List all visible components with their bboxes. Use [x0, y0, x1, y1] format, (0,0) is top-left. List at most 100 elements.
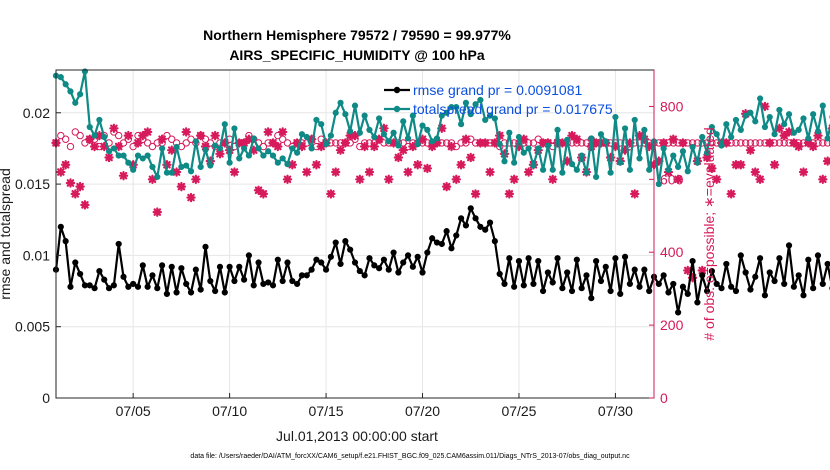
series-1-point-78: [429, 138, 436, 145]
possible-point-4: [71, 128, 79, 136]
series-0-point-129: [675, 309, 682, 316]
series-0-point-103: [549, 279, 556, 286]
possible-point-19: [143, 139, 152, 147]
series-1-point-57: [327, 132, 334, 139]
evaluated-point-148: [765, 138, 775, 148]
evaluated-point-27: [181, 127, 191, 137]
x-tick-label-4: 07/25: [501, 403, 536, 419]
series-1-point-150: [776, 106, 783, 114]
series-1-point-2: [62, 81, 69, 88]
series-0-point-92: [496, 270, 503, 278]
series-1-point-53: [308, 145, 315, 152]
series-1-point-84: [457, 121, 465, 128]
series-0-point-77: [424, 249, 431, 256]
evaluated-point-154: [793, 141, 804, 152]
series-1-point-90: [486, 112, 494, 119]
series-0-point-58: [332, 239, 339, 246]
series-0-point-158: [814, 252, 822, 259]
series-1-point-71: [395, 142, 402, 149]
series-0-point-145: [752, 273, 759, 280]
evaluated-point-81: [441, 181, 452, 192]
series-1-point-10: [101, 133, 108, 141]
series-1-point-61: [347, 128, 354, 135]
evaluated-point-6: [80, 200, 90, 210]
series-1-point-29: [192, 138, 199, 145]
legend-swatch-marker-0: [393, 86, 401, 94]
series-0-point-114: [602, 263, 609, 270]
evaluated-point-29: [191, 174, 201, 185]
evaluated-point-12: [109, 123, 119, 134]
evaluated-point-30: [195, 130, 206, 141]
series-1-point-54: [313, 116, 320, 124]
series-0-point-47: [279, 277, 286, 285]
series-0-point-70: [390, 249, 397, 256]
series-1-point-22: [158, 145, 166, 152]
series-0-point-93: [501, 280, 508, 288]
possible-point-143: [741, 139, 750, 147]
series-1-point-102: [544, 142, 552, 149]
series-0-point-32: [207, 277, 214, 285]
series-0-point-3: [67, 283, 74, 290]
evaluated-point-157: [808, 141, 818, 152]
series-1-point-104: [554, 126, 561, 133]
evaluated-point-62: [350, 130, 360, 141]
series-0-point-135: [703, 287, 711, 295]
series-1-point-158: [814, 128, 822, 135]
legend-swatch-marker-1: [393, 105, 401, 113]
series-1-point-38: [236, 155, 243, 162]
possible-point-27: [182, 139, 190, 147]
evaluated-point-52: [302, 167, 312, 177]
evaluated-point-73: [403, 167, 413, 177]
evaluated-point-19: [142, 127, 153, 137]
series-0-point-60: [342, 238, 349, 245]
series-0-point-41: [250, 282, 257, 289]
evaluated-point-145: [750, 167, 760, 177]
evaluated-point-89: [480, 138, 490, 148]
series-0-point-55: [318, 259, 325, 266]
series-0-point-149: [771, 277, 778, 285]
series-1-point-44: [265, 148, 272, 155]
series-0-point-53: [308, 266, 315, 273]
series-0-point-19: [144, 283, 151, 290]
series-0-point-54: [313, 256, 320, 263]
series-0-point-67: [376, 265, 383, 272]
series-1-point-32: [207, 162, 214, 169]
possible-point-20: [148, 142, 157, 151]
series-0-point-66: [371, 262, 378, 269]
evaluated-point-59: [335, 145, 346, 155]
possible-point-100: [534, 135, 542, 143]
series-0-point-119: [626, 280, 633, 288]
series-1-point-151: [781, 121, 788, 128]
series-0-point-150: [776, 255, 783, 262]
series-0-point-139: [723, 260, 730, 268]
series-0-point-90: [486, 219, 494, 226]
chart-title: Northern Hemisphere 79572 / 79590 = 99.9…: [203, 27, 511, 43]
evaluated-point-48: [282, 174, 293, 185]
plot-area: [56, 70, 654, 398]
series-1-point-154: [795, 126, 802, 133]
right-y-tick-label-1: 200: [660, 317, 684, 333]
series-1-point-35: [221, 121, 228, 128]
series-1-point-118: [621, 125, 629, 132]
series-0-point-63: [356, 267, 363, 275]
series-1-point-1: [57, 74, 64, 81]
series-0-point-156: [805, 256, 812, 263]
evaluated-point-128: [668, 134, 678, 144]
series-1-point-145: [752, 118, 759, 125]
series-0-point-8: [91, 285, 98, 292]
series-1-point-160: [824, 135, 830, 142]
series-1-point-18: [139, 155, 146, 162]
evaluated-point-26: [176, 181, 187, 192]
series-1-point-56: [322, 141, 330, 148]
evaluated-point-126: [658, 138, 669, 148]
evaluated-point-146: [755, 174, 765, 185]
series-0-point-27: [183, 280, 190, 288]
series-0-point-128: [670, 280, 677, 288]
series-0-point-50: [294, 280, 301, 288]
series-0-point-56: [322, 266, 330, 273]
series-0-point-152: [785, 242, 793, 249]
evaluated-point-136: [707, 163, 717, 174]
series-1-point-74: [409, 112, 416, 119]
evaluated-point-11: [104, 152, 114, 163]
series-1-point-25: [173, 143, 180, 151]
